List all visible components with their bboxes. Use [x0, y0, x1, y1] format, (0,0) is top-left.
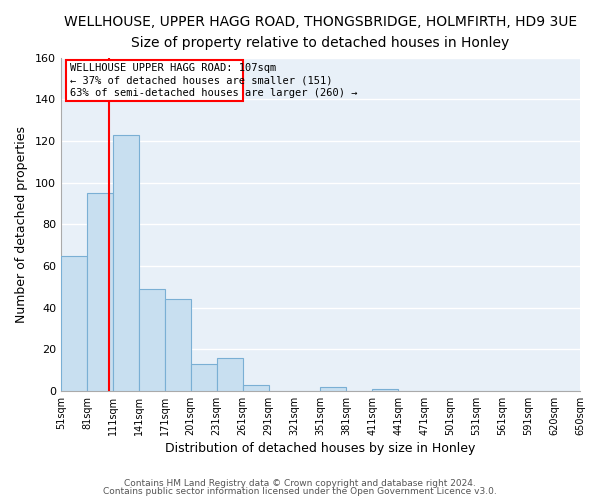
X-axis label: Distribution of detached houses by size in Honley: Distribution of detached houses by size …: [165, 442, 476, 455]
Title: WELLHOUSE, UPPER HAGG ROAD, THONGSBRIDGE, HOLMFIRTH, HD9 3UE
Size of property re: WELLHOUSE, UPPER HAGG ROAD, THONGSBRIDGE…: [64, 15, 577, 50]
Bar: [139, 289, 165, 391]
Y-axis label: Number of detached properties: Number of detached properties: [15, 126, 28, 323]
Bar: [113, 135, 139, 391]
Bar: [217, 358, 242, 391]
Bar: [320, 387, 346, 391]
Text: WELLHOUSE UPPER HAGG ROAD: 107sqm: WELLHOUSE UPPER HAGG ROAD: 107sqm: [70, 63, 276, 73]
Text: 63% of semi-detached houses are larger (260) →: 63% of semi-detached houses are larger (…: [70, 88, 357, 98]
Text: Contains public sector information licensed under the Open Government Licence v3: Contains public sector information licen…: [103, 487, 497, 496]
Text: ← 37% of detached houses are smaller (151): ← 37% of detached houses are smaller (15…: [70, 76, 332, 86]
Bar: [191, 364, 217, 391]
Bar: [87, 193, 113, 391]
Bar: [61, 256, 87, 391]
FancyBboxPatch shape: [66, 60, 242, 102]
Bar: [165, 300, 191, 391]
Text: Contains HM Land Registry data © Crown copyright and database right 2024.: Contains HM Land Registry data © Crown c…: [124, 478, 476, 488]
Bar: [373, 389, 398, 391]
Bar: [242, 384, 269, 391]
